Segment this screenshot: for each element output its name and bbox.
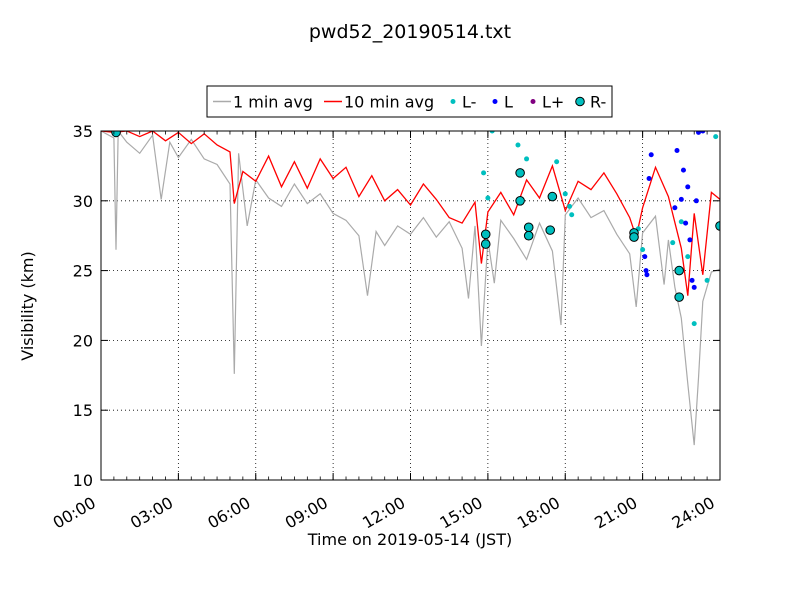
legend-swatch	[530, 99, 536, 104]
data-marker	[111, 131, 121, 138]
x-tick-label: 03:00	[127, 493, 176, 533]
data-point	[689, 277, 695, 283]
data-marker	[480, 229, 491, 240]
data-point	[696, 131, 702, 135]
data-point	[687, 237, 693, 243]
ticks	[100, 130, 721, 481]
x-tick-label: 12:00	[359, 493, 408, 533]
data-point	[524, 156, 530, 162]
data-point	[644, 272, 650, 278]
data-marker	[674, 292, 684, 302]
data-point	[642, 254, 648, 260]
data-point	[693, 198, 699, 204]
legend-label: L-	[462, 93, 476, 112]
data-point	[554, 159, 560, 165]
x-tick-label: 06:00	[204, 493, 253, 533]
series-1-min-avg	[101, 131, 720, 446]
y-tick-labels: 10 15 20 25 30 35	[73, 122, 93, 490]
data-point	[691, 321, 697, 327]
legend-swatch	[575, 96, 585, 107]
data-point	[489, 131, 495, 134]
series-l-	[481, 131, 719, 327]
data-marker	[523, 230, 534, 241]
data-point	[700, 131, 706, 134]
x-tick-label: 15:00	[436, 493, 485, 533]
data-point	[678, 219, 684, 225]
plot-area	[101, 131, 720, 480]
data-point	[567, 203, 573, 209]
data-point	[680, 167, 686, 173]
data-point	[713, 134, 719, 140]
data-point	[678, 196, 684, 202]
data-marker	[715, 221, 720, 231]
y-tick-label: 10	[73, 471, 93, 490]
data-point	[704, 277, 710, 283]
data-point	[674, 148, 680, 154]
legend-swatch	[450, 99, 456, 104]
series-r-	[111, 131, 720, 302]
plot-content	[101, 131, 720, 446]
x-tick-labels: 00:00 03:00 06:00 09:00 12:00 15:00 18:00 21:00…	[50, 493, 718, 533]
x-tick-label: 00:00	[50, 493, 99, 533]
x-axis-label: Time on 2019-05-14 (JST)	[307, 530, 512, 549]
data-point	[683, 220, 689, 226]
legend-frame	[206, 85, 613, 118]
legend-swatch	[492, 99, 498, 104]
data-point	[672, 205, 678, 211]
data-marker	[547, 191, 558, 202]
x-tick-label: 21:00	[591, 493, 640, 533]
y-tick-label: 15	[73, 401, 93, 420]
legend-label: 10 min avg	[344, 93, 434, 112]
data-marker	[523, 222, 534, 233]
chart-title: pwd52_20190514.txt	[309, 21, 511, 43]
data-marker	[515, 168, 525, 178]
data-point	[691, 284, 697, 290]
data-marker	[480, 239, 491, 249]
legend: 1 min avg 10 min avg L- L L+ R-	[206, 85, 613, 118]
series-line	[101, 131, 720, 446]
data-marker	[515, 196, 525, 206]
y-tick-label: 20	[73, 331, 93, 350]
data-point	[643, 268, 649, 274]
data-point	[670, 240, 676, 246]
x-tick-label: 18:00	[514, 493, 563, 533]
data-point	[569, 212, 575, 218]
data-point	[515, 142, 521, 148]
y-tick-label: 35	[73, 122, 93, 141]
series-l	[642, 131, 706, 290]
data-point	[485, 195, 491, 201]
data-point	[646, 175, 652, 181]
x-tick-label: 24:00	[669, 493, 718, 533]
data-point	[562, 191, 568, 197]
data-marker	[674, 265, 684, 276]
data-marker	[629, 232, 639, 242]
y-tick-label: 30	[73, 192, 93, 211]
data-point	[685, 184, 691, 190]
data-point	[648, 152, 654, 158]
data-marker	[545, 225, 556, 235]
x-tick-label: 09:00	[282, 493, 331, 533]
data-point	[685, 254, 691, 260]
y-tick-label: 25	[73, 262, 93, 281]
legend-label: 1 min avg	[233, 93, 313, 112]
y-axis-label: Visibility (km)	[18, 251, 37, 360]
data-point	[481, 170, 487, 176]
data-point	[640, 247, 646, 253]
legend-label: L	[504, 93, 513, 112]
legend-label: R-	[590, 93, 606, 112]
legend-label: L+	[542, 93, 564, 112]
